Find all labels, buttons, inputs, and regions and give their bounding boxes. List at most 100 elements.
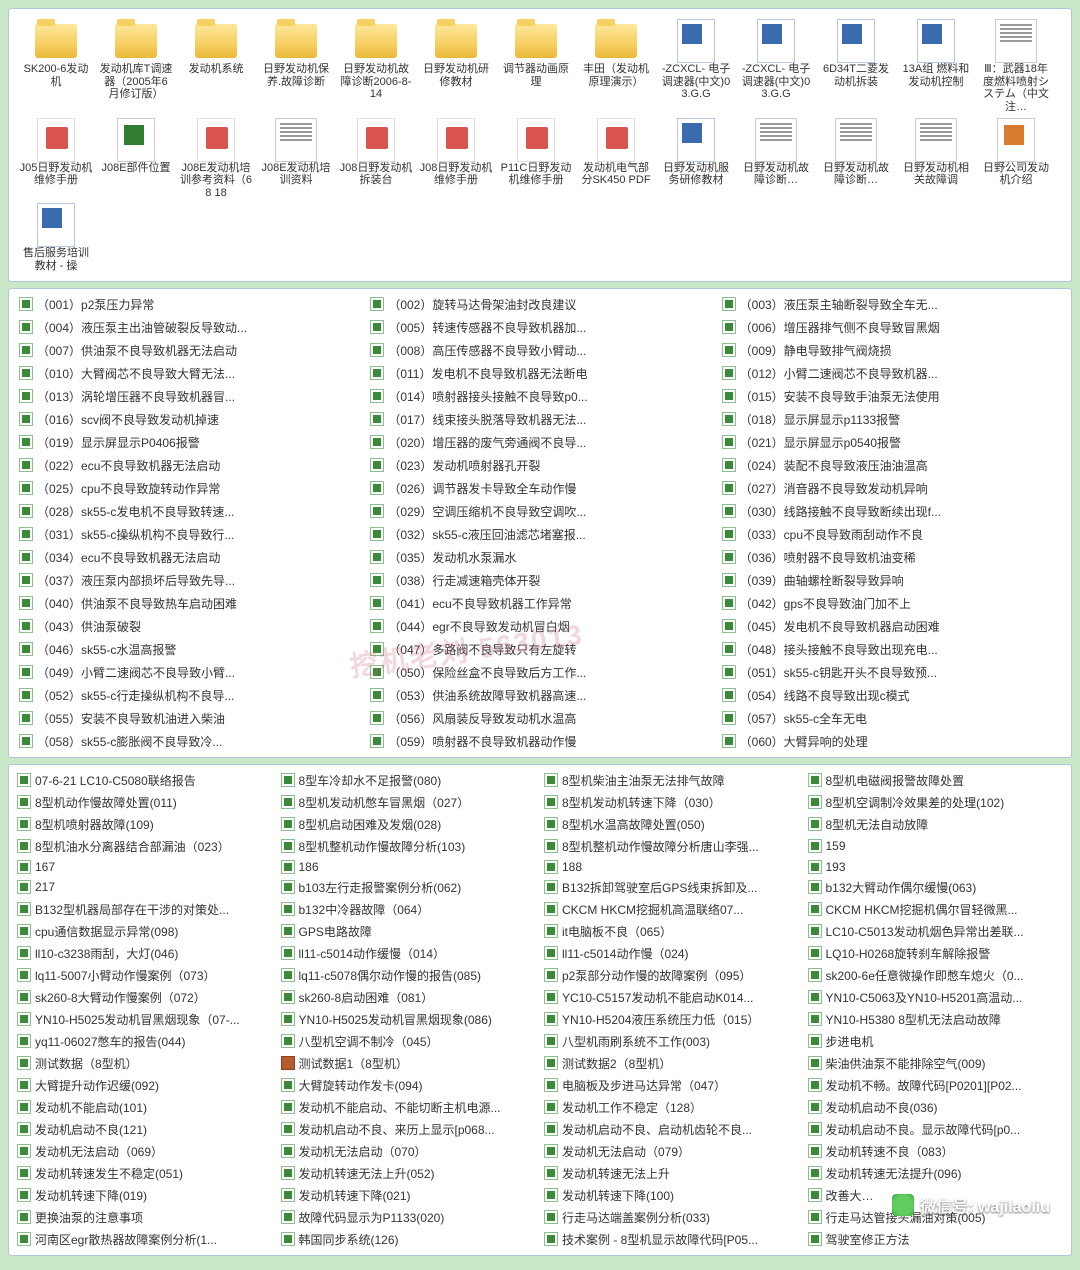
list-item[interactable]: （009）静电导致排气阀烧损 [722, 341, 1061, 360]
list-item[interactable]: 八型机空调不制冷（045） [281, 1032, 537, 1051]
list-item[interactable]: 柴油供油泵不能排除空气(009) [808, 1054, 1064, 1073]
list-item[interactable]: （031）sk55-c操纵机构不良导致行... [19, 525, 358, 544]
folder-item[interactable]: 日野发动机故障诊断… [737, 118, 815, 202]
list-item[interactable]: （003）液压泵主轴断裂导致全车无... [722, 295, 1061, 314]
list-item[interactable]: （049）小臂二速阀芯不良导致小臂... [19, 663, 358, 682]
folder-item[interactable]: 发动机电气部分SK450 PDF [577, 118, 655, 202]
list-item[interactable]: 发动机启动不良。显示故障代码[p0... [808, 1120, 1064, 1139]
list-item[interactable]: （015）安装不良导致手油泵无法使用 [722, 387, 1061, 406]
list-item[interactable]: （012）小臂二速阀芯不良导致机器... [722, 364, 1061, 383]
list-item[interactable]: 发动机启动不良、来历上显示[p068... [281, 1120, 537, 1139]
list-item[interactable]: 步进电机 [808, 1032, 1064, 1051]
list-item[interactable]: LQ10-H0268旋转刹车解除报警 [808, 944, 1064, 963]
list-item[interactable]: （048）接头接触不良导致出现充电... [722, 640, 1061, 659]
list-item[interactable]: （014）喷射器接头接触不良导致p0... [370, 387, 709, 406]
list-item[interactable]: 测试数据2（8型机） [544, 1054, 800, 1073]
list-item[interactable]: CKCM HKCM挖掘机高温联络07... [544, 900, 800, 919]
list-item[interactable]: （045）发电机不良导致机器启动困难 [722, 617, 1061, 636]
list-item[interactable]: （001）p2泵压力异常 [19, 295, 358, 314]
list-item[interactable]: （017）线束接头脱落导致机器无法... [370, 410, 709, 429]
list-item[interactable]: 发动机转速无法提升(096) [808, 1164, 1064, 1183]
list-item[interactable]: （005）转速传感器不良导致机器加... [370, 318, 709, 337]
list-item[interactable]: 8型机电磁阀报警故障处置 [808, 771, 1064, 790]
list-item[interactable]: sk260-8启动困难（081） [281, 988, 537, 1007]
folder-item[interactable]: P11C日野发动机维修手册 [497, 118, 575, 202]
list-item[interactable]: 八型机雨刷系统不工作(003) [544, 1032, 800, 1051]
list-item[interactable]: （046）sk55-c水温高报警 [19, 640, 358, 659]
list-item[interactable]: 行走马达端盖案例分析(033) [544, 1208, 800, 1227]
list-item[interactable]: YC10-C5157发动机不能启动K014... [544, 988, 800, 1007]
folder-item[interactable]: 调节器动画原理 [497, 19, 575, 116]
list-item[interactable]: 发动机转速下降(019) [17, 1186, 273, 1205]
list-item[interactable]: （027）消音器不良导致发动机异响 [722, 479, 1061, 498]
list-item[interactable]: 217 [17, 878, 273, 897]
folder-item[interactable]: Ⅲ：武器18年度燃料喷射システム（中文注… [977, 19, 1055, 116]
folder-item[interactable]: 发动机系统 [177, 19, 255, 116]
list-item[interactable]: 发动机启动不良、启动机齿轮不良... [544, 1120, 800, 1139]
list-item[interactable]: ll11-c5014动作慢（024) [544, 944, 800, 963]
list-item[interactable]: 8型机整机动作慢故障分析(103) [281, 837, 537, 856]
list-item[interactable]: ll10-c3238雨刮，大灯(046) [17, 944, 273, 963]
list-item[interactable]: （032）sk55-c液压回油滤芯堵塞报... [370, 525, 709, 544]
list-item[interactable]: （002）旋转马达骨架油封改良建议 [370, 295, 709, 314]
folder-item[interactable]: J08E发动机培训资料 [257, 118, 335, 202]
list-item[interactable]: （018）显示屏显示p1133报警 [722, 410, 1061, 429]
folder-item[interactable]: SK200-6发动机 [17, 19, 95, 116]
list-item[interactable]: yq11-06027憋车的报告(044) [17, 1032, 273, 1051]
list-item[interactable]: （025）cpu不良导致旋转动作异常 [19, 479, 358, 498]
list-item[interactable]: （040）供油泵不良导致热车启动困难 [19, 594, 358, 613]
list-item[interactable]: lq11-5007小臂动作慢案例（073） [17, 966, 273, 985]
folder-item[interactable]: 日野发动机相关故障调 [897, 118, 975, 202]
list-item[interactable]: 测试数据1（8型机） [281, 1054, 537, 1073]
list-item[interactable]: 8型机发动机转速下降（030） [544, 793, 800, 812]
list-item[interactable]: YN10-H5025发动机冒黑烟现象（07-... [17, 1010, 273, 1029]
list-item[interactable]: 发动机转速下降(100) [544, 1186, 800, 1205]
folder-item[interactable]: 13A组 燃料和发动机控制 [897, 19, 975, 116]
list-item[interactable]: sk260-8大臂动作慢案例（072） [17, 988, 273, 1007]
folder-item[interactable]: 6D34T二菱发动机拆装 [817, 19, 895, 116]
list-item[interactable]: 8型机启动困难及发烟(028) [281, 815, 537, 834]
list-item[interactable]: （008）高压传感器不良导致小臂动... [370, 341, 709, 360]
list-item[interactable]: p2泵部分动作慢的故障案例（095） [544, 966, 800, 985]
list-item[interactable]: 发动机无法启动（079） [544, 1142, 800, 1161]
list-item[interactable]: （007）供油泵不良导致机器无法启动 [19, 341, 358, 360]
list-item[interactable]: 大臂旋转动作发卡(094) [281, 1076, 537, 1095]
list-item[interactable]: （033）cpu不良导致雨刮动作不良 [722, 525, 1061, 544]
list-item[interactable]: （011）发电机不良导致机器无法断电 [370, 364, 709, 383]
list-item[interactable]: sk200-6e任意微操作即憋车熄火（0... [808, 966, 1064, 985]
list-item[interactable]: （044）egr不良导致发动机冒白烟 [370, 617, 709, 636]
list-item[interactable]: （050）保险丝盒不良导致后方工作... [370, 663, 709, 682]
list-item[interactable]: （020）增压器的废气旁通阀不良导... [370, 433, 709, 452]
list-item[interactable]: （036）喷射器不良导致机油变稀 [722, 548, 1061, 567]
list-item[interactable]: （037）液压泵内部损坏后导致先导... [19, 571, 358, 590]
list-item[interactable]: 技术案例 - 8型机显示故障代码[P05... [544, 1230, 800, 1249]
folder-item[interactable]: 丰田（发动机原理演示） [577, 19, 655, 116]
list-item[interactable]: b103左行走报警案例分析(062) [281, 878, 537, 897]
list-item[interactable]: （034）ecu不良导致机器无法启动 [19, 548, 358, 567]
list-item[interactable]: （038）行走减速箱壳体开裂 [370, 571, 709, 590]
list-item[interactable]: （004）液压泵主出油管破裂反导致动... [19, 318, 358, 337]
list-item[interactable]: 8型机发动机憋车冒黑烟（027） [281, 793, 537, 812]
list-item[interactable]: 186 [281, 859, 537, 875]
list-item[interactable]: 发动机启动不良(036) [808, 1098, 1064, 1117]
list-item[interactable]: （042）gps不良导致油门加不上 [722, 594, 1061, 613]
list-item[interactable]: （022）ecu不良导致机器无法启动 [19, 456, 358, 475]
list-item[interactable]: 发动机无法启动（069） [17, 1142, 273, 1161]
list-item[interactable]: 167 [17, 859, 273, 875]
list-item[interactable]: b132中冷器故障（064） [281, 900, 537, 919]
folder-item[interactable]: 日野发动机服务研修教材 [657, 118, 735, 202]
folder-item[interactable]: J08日野发动机维修手册 [417, 118, 495, 202]
list-item[interactable]: lq11-c5078偶尔动作慢的报告(085) [281, 966, 537, 985]
list-item[interactable]: 电脑板及步进马达异常（047） [544, 1076, 800, 1095]
list-item[interactable]: LC10-C5013发动机烟色异常出差联... [808, 922, 1064, 941]
list-item[interactable]: （016）scv阀不良导致发动机掉速 [19, 410, 358, 429]
list-item[interactable]: （039）曲轴螺栓断裂导致异响 [722, 571, 1061, 590]
folder-item[interactable]: 售后服务培训教材 - 操 [17, 203, 95, 274]
folder-item[interactable]: -ZCXCL- 电子调速器(中文)03.G.G [657, 19, 735, 116]
list-item[interactable]: （029）空调压缩机不良导致空调吹... [370, 502, 709, 521]
folder-item[interactable]: J08日野发动机拆装台 [337, 118, 415, 202]
list-item[interactable]: 8型机油水分离器结合部漏油（023） [17, 837, 273, 856]
list-item[interactable]: YN10-H5025发动机冒黑烟现象(086) [281, 1010, 537, 1029]
list-item[interactable]: （053）供油系统故障导致机器高速... [370, 686, 709, 705]
list-item[interactable]: 发动机无法启动（070） [281, 1142, 537, 1161]
